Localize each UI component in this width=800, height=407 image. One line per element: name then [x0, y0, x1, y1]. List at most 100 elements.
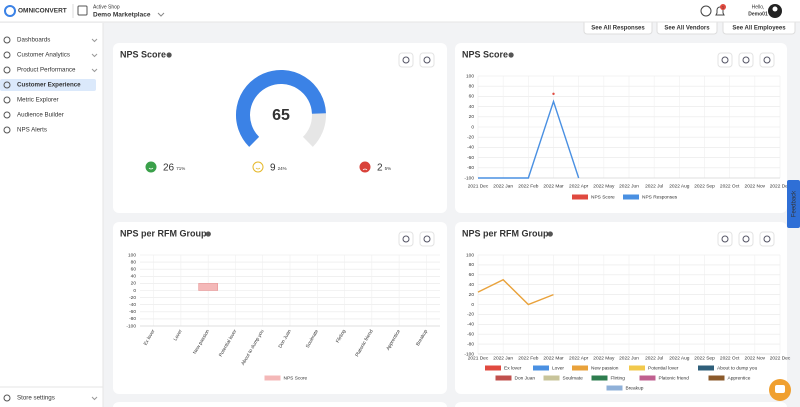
y-tick-label: 60	[469, 94, 475, 100]
panel-icon	[721, 235, 729, 243]
panel-icon-button[interactable]	[717, 231, 733, 247]
y-tick-label: -80	[467, 165, 474, 171]
face-icon	[252, 161, 264, 173]
face-icon	[145, 161, 157, 173]
button-label[interactable]: See All Responses	[591, 26, 645, 32]
y-tick-label: 100	[466, 73, 474, 79]
legend-swatch	[623, 194, 639, 200]
y-tick-label: 20	[131, 281, 137, 287]
x-tick-label: 2022 Sep	[694, 355, 715, 361]
panel-title: NPS per RFM Group	[462, 228, 549, 238]
legend-swatch	[591, 375, 608, 381]
y-tick-label: 0	[471, 302, 474, 308]
legend-label: Apprentice	[728, 375, 751, 381]
legend-label: NPS Responses	[642, 194, 678, 200]
panel-icon-button[interactable]	[398, 52, 414, 68]
menu-icon	[3, 111, 11, 119]
menu-icon	[3, 81, 11, 89]
panel-icon	[402, 235, 410, 243]
x-tick-label: 2021 Dec	[468, 183, 489, 189]
face-mouth	[148, 167, 154, 170]
y-tick-label: -60	[129, 309, 136, 315]
menu-item[interactable]: NPS Alerts	[17, 127, 47, 134]
y-tick-label: 80	[131, 259, 137, 265]
y-tick-label: 20	[469, 114, 475, 120]
legend-label: Flirting	[611, 375, 626, 381]
y-tick-label: -20	[467, 312, 474, 318]
x-tick-label: 2021 Dec	[468, 355, 489, 361]
legend-swatch	[639, 375, 656, 381]
panel-icon-button[interactable]	[398, 231, 414, 247]
y-tick-label: -80	[467, 341, 474, 347]
panel-icon-button[interactable]	[738, 231, 754, 247]
panel-icon-button[interactable]	[717, 52, 733, 68]
y-tick-label: -60	[467, 331, 474, 337]
button-label[interactable]: See All Employees	[732, 26, 786, 32]
x-tick-label: 2022 Jan	[493, 183, 513, 189]
x-tick-label: 2022 Apr	[569, 355, 589, 361]
x-tick-label: 2022 Oct	[720, 183, 740, 189]
x-tick-label: 2022 Dec	[770, 355, 791, 361]
x-tick-label: Lover	[173, 328, 184, 342]
y-tick-label: 60	[131, 266, 137, 272]
menu-icon	[3, 96, 11, 104]
x-tick-label: 2022 May	[593, 355, 615, 361]
y-tick-label: -80	[129, 316, 136, 322]
panel	[113, 222, 447, 394]
store-settings[interactable]: Store settings	[17, 395, 55, 402]
menu-chevron	[91, 38, 98, 43]
menu-item[interactable]: Metric Explorer	[17, 97, 59, 104]
panel-icon	[423, 56, 431, 64]
face-icon	[359, 161, 371, 173]
panel-icon-button[interactable]	[419, 231, 435, 247]
x-tick-label: 2022 Dec	[770, 183, 791, 189]
legend-label: Lover	[552, 365, 564, 371]
bar	[198, 283, 218, 291]
help-icon[interactable]	[700, 5, 712, 17]
x-tick-label: 2022 Sep	[694, 183, 715, 189]
legend-swatch	[572, 365, 588, 371]
face-mouth	[255, 167, 261, 170]
panel-title: NPS Score	[120, 49, 166, 59]
menu-item[interactable]: Dashboards	[17, 37, 50, 44]
legend-swatch	[708, 375, 725, 381]
y-tick-label: -40	[467, 322, 474, 328]
x-tick-label: 2022 Aug	[669, 183, 690, 189]
feedback-tab[interactable]	[787, 180, 800, 228]
legend-label: Soulmate	[563, 375, 584, 381]
badge-count: 1	[722, 4, 725, 9]
info-icon	[508, 52, 514, 58]
y-tick-label: 20	[469, 292, 475, 298]
menu-item[interactable]: Customer Experience	[17, 82, 81, 89]
share: 24%	[278, 166, 287, 171]
panel-icon-button[interactable]	[419, 52, 435, 68]
brand: OMNICONVERT	[18, 8, 67, 15]
panel-title: NPS per RFM Group	[120, 228, 207, 238]
info-icon	[547, 231, 553, 237]
button-label[interactable]: See All Vendors	[664, 26, 710, 32]
avatar-head	[772, 6, 778, 12]
legend-swatch	[606, 385, 623, 391]
panel-icon-button[interactable]	[738, 52, 754, 68]
x-tick-label: 2022 Aug	[669, 355, 690, 361]
menu-icon	[3, 51, 11, 59]
x-tick-label: 2022 Feb	[518, 183, 539, 189]
x-tick-label: 2022 May	[593, 183, 615, 189]
menu-icon	[3, 126, 11, 134]
menu-chevron	[91, 53, 98, 58]
menu-item[interactable]: Audience Builder	[17, 112, 64, 119]
panel-icon-button[interactable]	[759, 231, 775, 247]
feedback-label[interactable]: Feedback	[792, 190, 798, 217]
x-tick-label: 2022 Feb	[518, 355, 539, 361]
point	[552, 92, 555, 96]
logo	[4, 5, 16, 17]
info-icon	[205, 231, 211, 237]
panel-icon-button[interactable]	[759, 52, 775, 68]
share: 5%	[385, 166, 392, 171]
y-tick-label: -20	[129, 295, 136, 301]
shop-name[interactable]: Demo Marketplace	[93, 12, 151, 19]
menu-icon	[3, 36, 11, 44]
menu-item[interactable]: Customer Analytics	[17, 52, 70, 59]
menu-item[interactable]: Product Performance	[17, 67, 76, 74]
